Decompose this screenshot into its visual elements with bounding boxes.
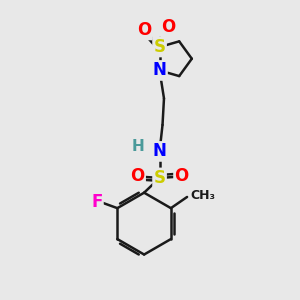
- Text: H: H: [132, 139, 145, 154]
- Text: S: S: [154, 169, 166, 187]
- Text: O: O: [161, 18, 176, 36]
- Text: O: O: [130, 167, 145, 185]
- Text: N: N: [153, 142, 166, 160]
- Text: O: O: [137, 21, 152, 39]
- Text: O: O: [175, 167, 189, 185]
- Text: CH₃: CH₃: [190, 189, 216, 202]
- Text: F: F: [91, 193, 102, 211]
- Text: N: N: [153, 61, 166, 80]
- Text: S: S: [154, 38, 166, 56]
